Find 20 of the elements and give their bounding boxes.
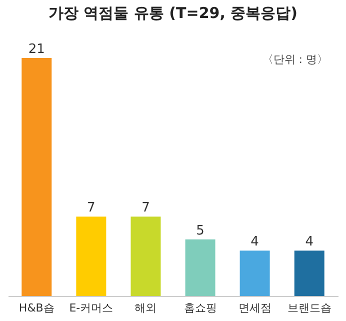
data-label: 4 (250, 234, 259, 250)
chart-title: 가장 역점둘 유통 (T=29, 중복응답) (48, 4, 298, 22)
bar (130, 216, 161, 296)
data-label: 21 (28, 42, 45, 57)
bar (185, 239, 216, 296)
x-tick-label: 면세점 (238, 302, 272, 314)
x-tick-label: E-커머스 (69, 302, 114, 314)
data-label: 5 (196, 223, 204, 238)
bar (240, 250, 270, 296)
annotation: 〈단위 : 명〉 (262, 53, 328, 66)
data-label: 4 (305, 234, 314, 250)
x-tick-label: 브랜드숍 (287, 302, 332, 314)
x-tick-label: H&B숍 (18, 302, 54, 314)
data-label: 7 (87, 200, 96, 216)
x-tick-label: 해외 (134, 302, 157, 314)
bar (22, 58, 52, 296)
bar (294, 250, 324, 296)
bar (76, 216, 106, 296)
data-label: 7 (142, 200, 150, 216)
x-tick-label: 홈쇼핑 (184, 302, 217, 314)
